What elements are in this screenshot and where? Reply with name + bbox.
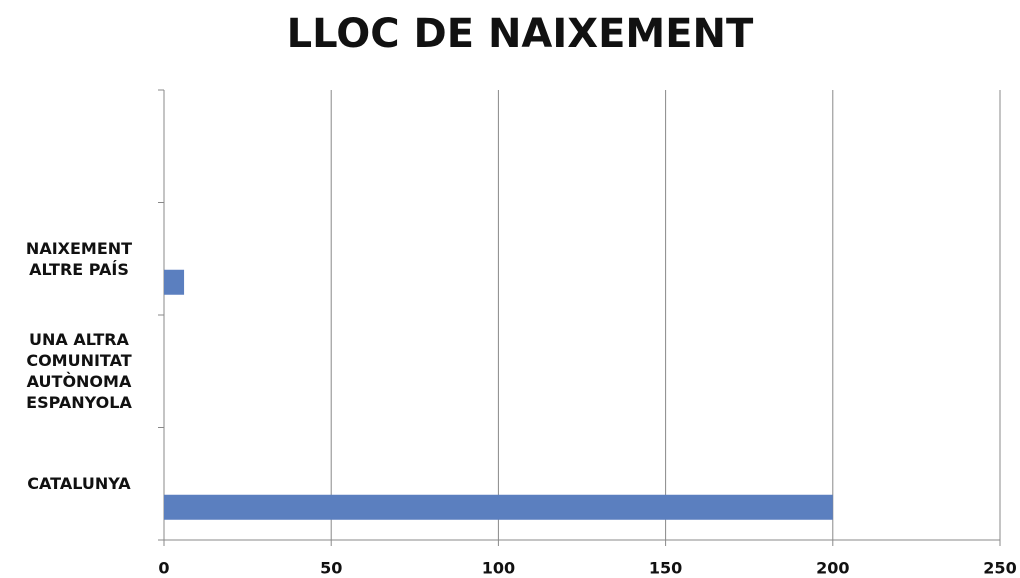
y-tick-label [0,90,158,203]
category-text: UNA ALTRA COMUNITAT AUTÒNOMA ESPANYOLA [26,330,132,413]
category-text: CATALUNYA [27,474,131,494]
x-tick-label: 150 [649,559,682,578]
chart-title: LLOC DE NAIXEMENT [287,11,754,57]
bar [164,494,833,520]
category-text: NAIXEMENT ALTRE PAÍS [25,238,133,279]
x-tick-label: 0 [158,559,169,578]
y-tick-label: NAIXEMENT ALTRE PAÍS [0,203,158,316]
x-tick-label: 100 [482,559,515,578]
x-tick-label: 250 [983,559,1016,578]
x-tick-label: 50 [320,559,342,578]
x-tick-label: 200 [816,559,849,578]
y-tick-label: UNA ALTRA COMUNITAT AUTÒNOMA ESPANYOLA [0,315,158,428]
y-tick-label: CATALUNYA [0,428,158,541]
bar [164,269,185,295]
